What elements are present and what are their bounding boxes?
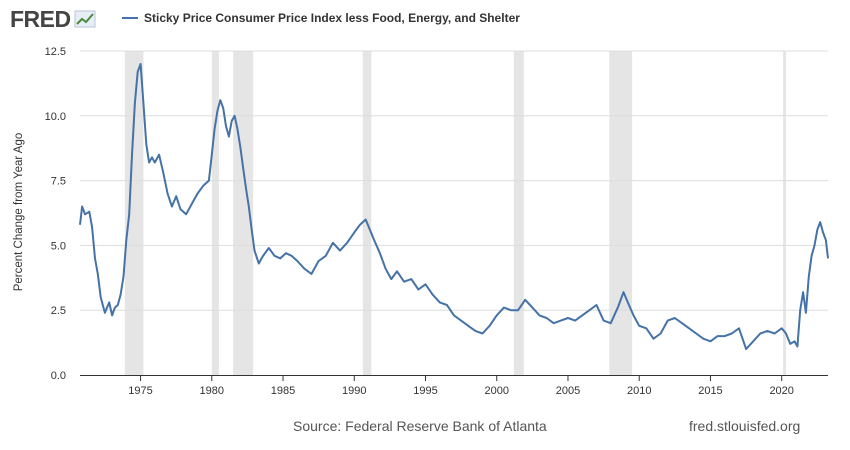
y-axis-title: Percent Change from Year Ago bbox=[13, 133, 25, 292]
recession-band-5 bbox=[609, 51, 633, 375]
recession-band-6 bbox=[783, 51, 786, 375]
fred-logo[interactable]: FRED bbox=[10, 6, 96, 32]
series-layer bbox=[79, 63, 829, 351]
x-tick-label: 2005 bbox=[556, 385, 580, 397]
x-tick-label: 2010 bbox=[627, 385, 651, 397]
x-tick-label: 1975 bbox=[128, 385, 152, 397]
y-axis-tick-labels: 0.0 2.5 5.0 7.5 10.0 12.5 bbox=[45, 46, 66, 382]
recession-shading bbox=[124, 51, 786, 375]
x-axis-tick-labels: 1975 1980 1985 1990 1995 2000 2005 2010 2015 2020 bbox=[128, 385, 794, 397]
x-tick-label: 1985 bbox=[271, 385, 295, 397]
y-tick-label: 5.0 bbox=[51, 240, 66, 252]
x-axis bbox=[80, 375, 828, 381]
legend-series-label: Sticky Price Consumer Price Index less F… bbox=[144, 11, 520, 25]
recession-band-0 bbox=[124, 51, 144, 375]
x-tick-label: 1990 bbox=[342, 385, 366, 397]
y-tick-label: 7.5 bbox=[51, 176, 66, 188]
y-gridlines bbox=[80, 50, 828, 311]
x-tick-label: 2015 bbox=[698, 385, 722, 397]
fred-logo-text: FRED bbox=[10, 5, 71, 32]
y-tick-label: 2.5 bbox=[51, 305, 66, 317]
chart-legend: Sticky Price Consumer Price Index less F… bbox=[122, 11, 520, 25]
y-tick-label: 0.0 bbox=[51, 370, 66, 382]
recession-band-4 bbox=[513, 51, 524, 375]
x-tick-label: 2020 bbox=[769, 385, 793, 397]
y-tick-label: 12.5 bbox=[45, 46, 66, 58]
y-tick-label: 10.0 bbox=[45, 111, 66, 123]
site-link[interactable]: fred.stlouisfed.org bbox=[689, 418, 801, 434]
legend-line-swatch bbox=[122, 17, 138, 19]
x-tick-label: 2000 bbox=[485, 385, 509, 397]
recession-band-3 bbox=[362, 51, 372, 375]
trend-chart-icon bbox=[74, 10, 96, 28]
source-note: Source: Federal Reserve Bank of Atlanta bbox=[293, 418, 547, 434]
chart-header: FRED Sticky Price Consumer Price Index l… bbox=[0, 0, 850, 40]
x-tick-label: 1995 bbox=[413, 385, 437, 397]
series-line bbox=[79, 63, 829, 351]
x-tick-label: 1980 bbox=[200, 385, 224, 397]
recession-band-1 bbox=[211, 51, 219, 375]
